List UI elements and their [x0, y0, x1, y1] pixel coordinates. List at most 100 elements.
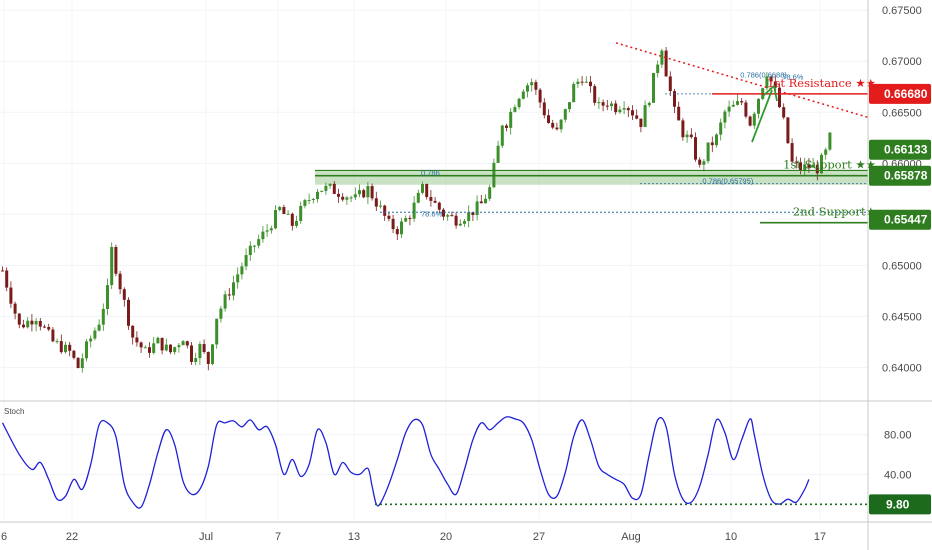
- candle-body: [773, 81, 777, 88]
- candle-body: [509, 111, 513, 128]
- candle-body: [9, 287, 13, 304]
- price-tick-label: 0.67500: [882, 5, 922, 17]
- time-tick-label: 13: [348, 531, 360, 543]
- candle-body: [206, 351, 210, 365]
- candle-body: [635, 115, 639, 119]
- candle-body: [601, 102, 605, 106]
- candle-body: [282, 207, 286, 214]
- candle-body: [223, 294, 227, 309]
- candle-body: [673, 91, 676, 107]
- candle-body: [605, 105, 609, 107]
- candle-body: [643, 105, 647, 127]
- candle-body: [316, 191, 319, 199]
- candle-body: [72, 350, 76, 358]
- candle-body: [719, 122, 723, 135]
- candle-body: [215, 318, 219, 345]
- candle-body: [479, 201, 483, 204]
- candle-body: [589, 81, 592, 87]
- candle-body: [38, 321, 42, 327]
- candle-body: [332, 183, 336, 194]
- candle-body: [576, 81, 580, 84]
- candle-body: [366, 186, 370, 198]
- candle-body: [454, 215, 458, 226]
- stoch-tick-label: 40.00: [884, 469, 912, 481]
- candle-body: [757, 98, 760, 114]
- candle-body: [328, 183, 332, 186]
- candle-body: [253, 245, 256, 247]
- candle-body: [505, 125, 508, 128]
- candle-body: [345, 197, 349, 200]
- candle-body: [597, 102, 601, 104]
- candle-body: [374, 198, 378, 207]
- price-tick-label: 0.64000: [882, 362, 922, 374]
- candle-body: [122, 289, 126, 300]
- candle-body: [803, 164, 807, 171]
- candle-body: [127, 299, 130, 326]
- candle-body: [538, 89, 542, 103]
- current-price-badge-text: 0.66133: [884, 143, 928, 157]
- candle-body: [43, 326, 46, 328]
- candle-body: [631, 110, 634, 116]
- candle-body: [299, 205, 303, 221]
- candle-body: [736, 101, 739, 105]
- candle-body: [542, 102, 546, 116]
- candle-body: [496, 145, 500, 163]
- candle-body: [135, 337, 139, 343]
- candle-body: [194, 358, 198, 362]
- candle-body: [824, 149, 828, 155]
- candle-body: [76, 357, 80, 368]
- level-label: 2nd Support★: [793, 205, 876, 219]
- level-overlays: 1st Resistance ★★ 1st Support ★★ 2nd Suppo…: [315, 42, 876, 224]
- fib-label: 0.786(0.6688): [740, 71, 787, 80]
- candle-body: [17, 313, 21, 325]
- candle-body: [97, 324, 101, 331]
- candle-body: [387, 215, 391, 219]
- stoch-level-badge: 9.80: [869, 494, 931, 515]
- candle-body: [694, 137, 697, 160]
- candle-body: [261, 231, 265, 240]
- candle-body: [614, 103, 618, 113]
- candle-body: [248, 245, 252, 256]
- grid-lines: [0, 9, 868, 475]
- descending-trendline: [615, 42, 869, 119]
- projection-arrow: [751, 89, 773, 143]
- candle-body: [521, 91, 525, 99]
- candle-body: [190, 345, 193, 362]
- candle-body: [26, 320, 30, 328]
- candle-body: [64, 344, 67, 353]
- candle-body: [22, 324, 25, 328]
- candle-body: [240, 266, 244, 275]
- candle-body: [274, 210, 277, 229]
- candle-body: [34, 321, 38, 325]
- candle-body: [647, 102, 651, 106]
- candle-body: [13, 303, 17, 314]
- fib-label: 0.786: [421, 169, 440, 178]
- stoch-level-badge-text: 9.80: [886, 497, 910, 511]
- candle-body: [551, 122, 555, 128]
- support-2-price-badge: 0.65447: [869, 209, 931, 230]
- candle-body: [563, 109, 567, 120]
- candle-body: [463, 221, 466, 224]
- candle-body: [723, 111, 727, 123]
- candle-body: [664, 50, 668, 77]
- candle-body: [89, 338, 93, 342]
- candle-body: [437, 202, 441, 210]
- candle-body: [748, 116, 752, 126]
- candle-body: [765, 76, 769, 89]
- candle-body: [790, 143, 794, 162]
- level-label: 1st Support ★★: [783, 158, 876, 172]
- candle-body: [370, 186, 374, 199]
- price-tick-label: 0.64500: [882, 311, 922, 323]
- stoch-line: [1, 416, 810, 509]
- candle-body: [379, 205, 382, 207]
- candle-body: [341, 196, 345, 200]
- candle-body: [202, 344, 206, 352]
- candle-body: [752, 113, 756, 126]
- candle-body: [547, 115, 550, 123]
- candle-body: [731, 104, 735, 107]
- candle-body: [68, 344, 72, 351]
- candle-body: [702, 161, 706, 165]
- candle-body: [429, 197, 433, 201]
